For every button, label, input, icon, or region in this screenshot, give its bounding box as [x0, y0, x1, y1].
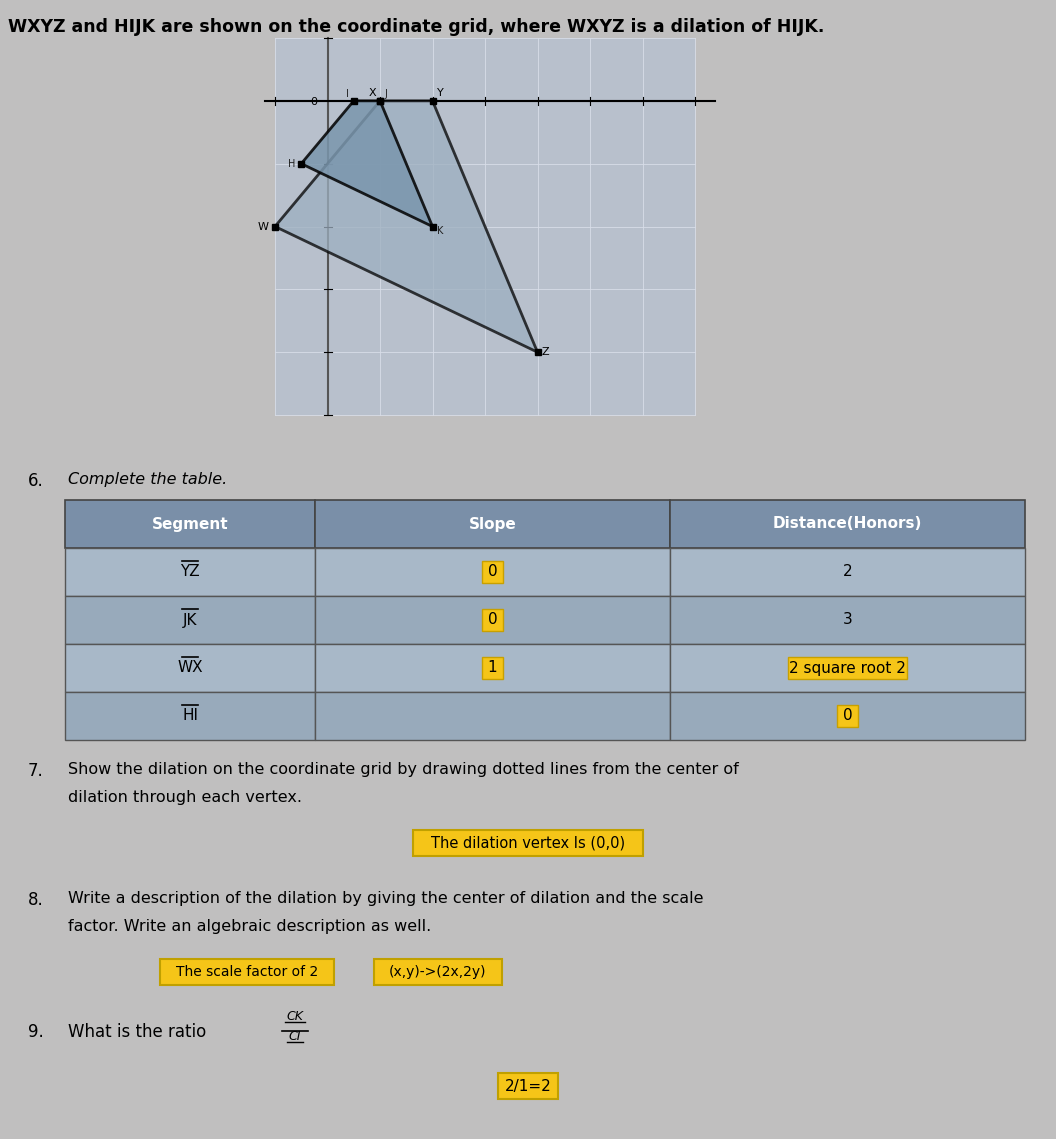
Text: 2: 2: [843, 565, 852, 580]
Bar: [788, 657, 907, 679]
Text: J: J: [384, 89, 388, 99]
Text: 2/1=2: 2/1=2: [505, 1079, 551, 1093]
Text: YZ: YZ: [181, 565, 200, 580]
Bar: [482, 657, 503, 679]
Bar: [65, 548, 315, 596]
Text: X: X: [369, 88, 376, 98]
Text: Y: Y: [437, 88, 444, 98]
Text: factor. Write an algebraic description as well.: factor. Write an algebraic description a…: [68, 919, 431, 934]
Bar: [670, 644, 1025, 693]
Polygon shape: [275, 101, 538, 352]
Text: What is the ratio: What is the ratio: [68, 1023, 206, 1041]
Text: Slope: Slope: [469, 516, 516, 532]
Text: dilation through each vertex.: dilation through each vertex.: [68, 790, 302, 805]
Text: Segment: Segment: [152, 516, 228, 532]
Text: (x,y)->(2x,2y): (x,y)->(2x,2y): [389, 965, 486, 980]
Text: K: K: [437, 227, 444, 237]
Text: 0: 0: [488, 613, 497, 628]
Text: Write a description of the dilation by giving the center of dilation and the sca: Write a description of the dilation by g…: [68, 891, 703, 906]
Bar: [65, 644, 315, 693]
Text: The dilation vertex Is (0,0): The dilation vertex Is (0,0): [431, 836, 625, 851]
Text: Complete the table.: Complete the table.: [68, 472, 227, 487]
Text: 8.: 8.: [29, 891, 43, 909]
Bar: [482, 609, 503, 631]
Bar: [65, 596, 315, 644]
Bar: [315, 693, 670, 740]
Bar: [315, 500, 670, 548]
Text: Distance(Honors): Distance(Honors): [773, 516, 922, 532]
Text: 0: 0: [310, 97, 318, 107]
Bar: [670, 596, 1025, 644]
Text: JK: JK: [183, 613, 197, 628]
Bar: [837, 705, 857, 727]
Bar: [670, 693, 1025, 740]
Bar: [482, 562, 503, 583]
Text: CI: CI: [288, 1030, 301, 1043]
Bar: [161, 959, 334, 985]
Bar: [315, 596, 670, 644]
Text: WXYZ and HIJK are shown on the coordinate grid, where WXYZ is a dilation of HIJK: WXYZ and HIJK are shown on the coordinat…: [8, 18, 825, 36]
Bar: [65, 500, 315, 548]
Text: H: H: [287, 158, 295, 169]
Bar: [65, 693, 315, 740]
Bar: [670, 548, 1025, 596]
Polygon shape: [301, 101, 433, 227]
Bar: [315, 548, 670, 596]
Text: 2 square root 2: 2 square root 2: [789, 661, 906, 675]
Text: 9.: 9.: [29, 1023, 43, 1041]
Text: 7.: 7.: [29, 762, 43, 780]
Bar: [374, 959, 502, 985]
Bar: [275, 38, 695, 415]
Text: HI: HI: [182, 708, 199, 723]
Text: The scale factor of 2: The scale factor of 2: [175, 965, 318, 980]
Text: I: I: [346, 89, 350, 99]
Text: 3: 3: [843, 613, 852, 628]
Bar: [315, 644, 670, 693]
Text: 0: 0: [488, 565, 497, 580]
Bar: [670, 500, 1025, 548]
Text: Show the dilation on the coordinate grid by drawing dotted lines from the center: Show the dilation on the coordinate grid…: [68, 762, 739, 777]
Bar: [413, 830, 643, 857]
Text: 0: 0: [843, 708, 852, 723]
Text: CK: CK: [286, 1010, 303, 1023]
Text: W: W: [258, 221, 268, 231]
Text: WX: WX: [177, 661, 203, 675]
Text: Z: Z: [542, 347, 549, 358]
Text: 1: 1: [488, 661, 497, 675]
Text: 6.: 6.: [29, 472, 43, 490]
Bar: [498, 1073, 558, 1099]
